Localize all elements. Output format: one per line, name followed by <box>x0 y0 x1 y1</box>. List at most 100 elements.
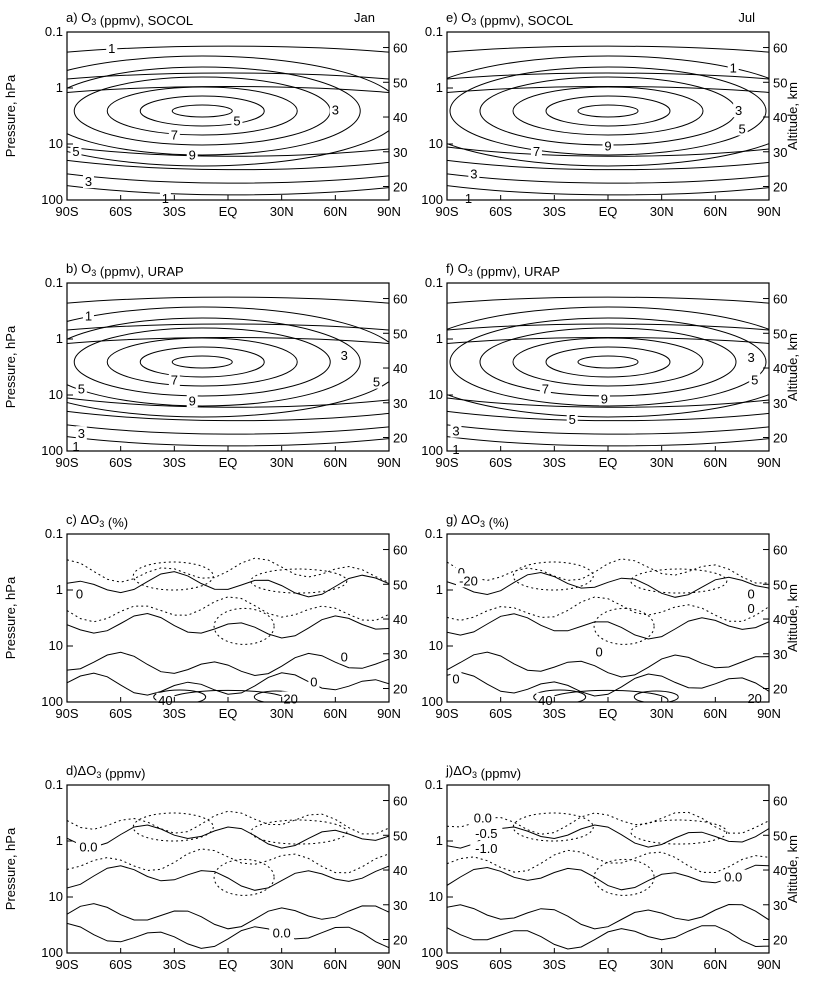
y-tick-label: 100 <box>41 192 63 207</box>
y-tick-label: 10 <box>49 638 63 653</box>
contour-line <box>449 66 767 156</box>
x-tick-label: 60S <box>489 204 512 219</box>
x-tick-label: 60S <box>489 957 512 972</box>
alt-tick-label: 20 <box>393 431 407 446</box>
x-tick-label: 90N <box>757 957 781 972</box>
alt-tick-label: 40 <box>393 110 407 125</box>
x-tick-label: 30S <box>163 455 186 470</box>
contour-line <box>447 397 769 408</box>
contour-label: 3 <box>78 426 85 441</box>
contour-line-negative <box>630 819 728 845</box>
contour-label: 9 <box>604 138 611 153</box>
x-tick-label: 30N <box>270 957 294 972</box>
contour-label: 0.0 <box>474 811 492 826</box>
contour-line <box>447 436 769 447</box>
contour-label: 5 <box>739 121 746 136</box>
alt-tick-label: 30 <box>393 647 407 662</box>
x-tick-label: 60N <box>703 204 727 219</box>
contour-line <box>577 355 639 369</box>
x-tick-label: 60S <box>109 455 132 470</box>
alt-tick-label: 40 <box>773 110 787 125</box>
contour-label: 0.0 <box>273 926 291 941</box>
x-tick-label: 30N <box>650 455 674 470</box>
contour-line-negative <box>67 810 389 835</box>
contour-line-negative <box>447 811 769 835</box>
contour-line <box>67 66 361 156</box>
contour-label: 9 <box>601 391 608 406</box>
contour-label: 9 <box>189 147 196 162</box>
contour-line <box>545 95 671 127</box>
contour-line <box>67 865 389 891</box>
x-tick-label: 60S <box>109 706 132 721</box>
contour-label: 7 <box>171 127 178 142</box>
y-tick-label: 1 <box>56 331 63 346</box>
panel-title: j)ΔO3 (ppmv) <box>445 763 521 781</box>
contour-line <box>67 85 389 93</box>
x-tick-label: 90S <box>435 706 458 721</box>
x-tick-label: 30S <box>543 204 566 219</box>
contour-line <box>67 317 361 407</box>
contour-line <box>67 296 389 304</box>
contour-line <box>447 72 769 80</box>
contour-line-negative <box>593 607 655 645</box>
y-tick-label: 1 <box>436 331 443 346</box>
x-tick-label: 90S <box>55 455 78 470</box>
y-tick-label: 0.1 <box>425 526 443 541</box>
y-tick-label: 100 <box>421 694 443 709</box>
x-tick-label: 90N <box>377 706 401 721</box>
contour-label: 1 <box>108 41 115 56</box>
panel-title: b) O3 (ppmv), URAP <box>66 261 184 279</box>
contour-line <box>533 689 587 702</box>
contour-label: 40 <box>538 693 552 708</box>
x-tick-label: 30S <box>543 957 566 972</box>
x-tick-label: 60S <box>109 957 132 972</box>
contour-label: 0 <box>76 586 83 601</box>
contour-line <box>447 651 769 678</box>
contour-line <box>73 327 331 397</box>
alt-tick-label: 50 <box>393 326 407 341</box>
x-tick-label: 30N <box>650 204 674 219</box>
x-tick-label: 30S <box>163 706 186 721</box>
x-tick-label: 30S <box>543 706 566 721</box>
contour-label: 3 <box>470 166 477 181</box>
contour-lines <box>447 296 769 447</box>
y-tick-label: 0.1 <box>45 777 63 792</box>
panel-title: c) ΔO3 (%) <box>66 512 128 530</box>
y-axis-label: Pressure, hPa <box>3 576 18 659</box>
y-tick-label: 100 <box>41 694 63 709</box>
alt-tick-label: 50 <box>393 75 407 90</box>
y-tick-label: 100 <box>421 443 443 458</box>
x-tick-label: 60N <box>703 957 727 972</box>
contour-line <box>447 45 769 53</box>
alt-tick-label: 30 <box>393 898 407 913</box>
x-tick-label: 60S <box>489 706 512 721</box>
alt-tick-label: 50 <box>773 326 787 341</box>
contour-line-negative <box>630 568 728 594</box>
x-tick-label: 30N <box>650 706 674 721</box>
y-tick-label: 100 <box>421 945 443 960</box>
contour-label: 0.0 <box>79 839 97 854</box>
x-tick-label: 30S <box>163 204 186 219</box>
contour-label: 5 <box>78 382 85 397</box>
contour-line-negative <box>250 819 348 845</box>
x-tick-label: 30N <box>270 204 294 219</box>
alt-tick-label: 60 <box>393 292 407 307</box>
contour-line <box>447 571 769 598</box>
x-tick-label: EQ <box>219 455 238 470</box>
contour-label: 9 <box>189 393 196 408</box>
panel-title: e) O3 (ppmv), SOCOL <box>446 10 573 28</box>
x-tick-label: 90S <box>55 706 78 721</box>
contour-line <box>67 55 389 167</box>
x-tick-label: 30S <box>543 455 566 470</box>
y-axis-label-right: Altitude, km <box>785 584 800 652</box>
contour-label: 20 <box>747 691 761 706</box>
contour-label: 5 <box>72 144 79 159</box>
contour-line-negative <box>512 561 594 591</box>
alt-tick-label: 20 <box>773 180 787 195</box>
month-label: Jan <box>354 10 375 25</box>
alt-tick-label: 40 <box>773 612 787 627</box>
month-label: Jul <box>738 10 755 25</box>
contour-line <box>153 689 207 702</box>
